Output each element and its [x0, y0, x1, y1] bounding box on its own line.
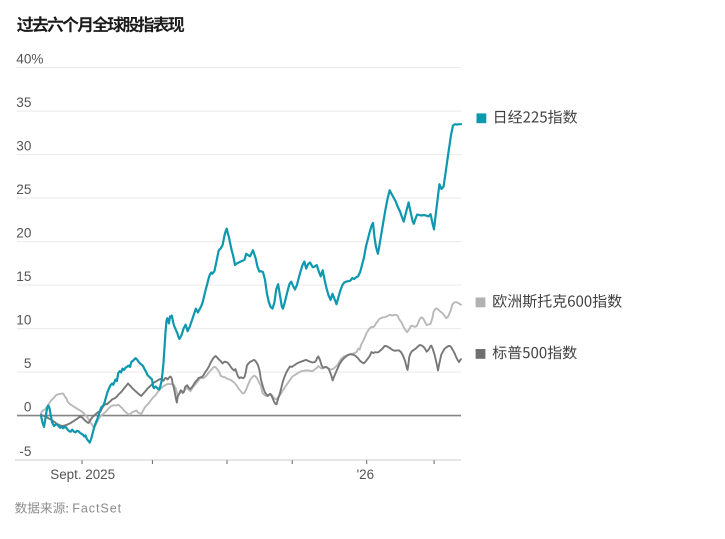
svg-text:20: 20	[16, 226, 32, 241]
svg-text:'26: '26	[357, 467, 374, 482]
svg-text:35: 35	[16, 95, 31, 110]
svg-text:25: 25	[16, 182, 31, 197]
svg-text:15: 15	[16, 269, 31, 284]
svg-text:10: 10	[16, 313, 32, 328]
svg-text:30: 30	[16, 139, 32, 154]
svg-text:40: 40	[16, 52, 32, 67]
svg-text:FactSet: FactSet	[72, 502, 122, 516]
svg-text:5: 5	[24, 356, 32, 371]
svg-text:-5: -5	[19, 444, 31, 459]
svg-text:0: 0	[24, 400, 32, 415]
svg-text:%: %	[31, 52, 43, 67]
svg-text:Sept. 2025: Sept. 2025	[50, 467, 115, 482]
